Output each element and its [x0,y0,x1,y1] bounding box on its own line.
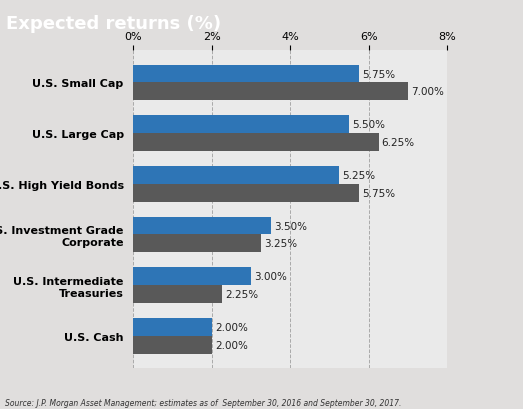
Bar [133,134,379,151]
Bar [133,166,339,184]
Text: 2.00%: 2.00% [215,340,248,350]
Bar [133,83,408,101]
Text: 3.50%: 3.50% [274,221,307,231]
Bar [133,217,271,235]
Bar [133,184,359,202]
Text: Expected returns (%): Expected returns (%) [6,15,221,33]
Text: Source: J.P. Morgan Asset Management; estimates as of  September 30, 2016 and Se: Source: J.P. Morgan Asset Management; es… [5,398,402,407]
Bar [133,285,222,303]
Bar [133,116,349,134]
Text: 7.00%: 7.00% [411,87,444,97]
Text: 3.00%: 3.00% [254,272,287,281]
Bar [133,318,212,336]
Text: 5.75%: 5.75% [362,70,395,79]
Text: 5.50%: 5.50% [353,120,385,130]
Text: 2.25%: 2.25% [225,289,258,299]
Text: 6.25%: 6.25% [382,138,415,148]
Text: 5.75%: 5.75% [362,188,395,198]
Bar [133,268,251,285]
Bar [133,336,212,354]
Bar [133,65,359,83]
Text: 5.25%: 5.25% [343,171,376,180]
Text: 3.25%: 3.25% [264,239,297,249]
Bar [133,235,261,253]
Text: 2.00%: 2.00% [215,322,248,332]
